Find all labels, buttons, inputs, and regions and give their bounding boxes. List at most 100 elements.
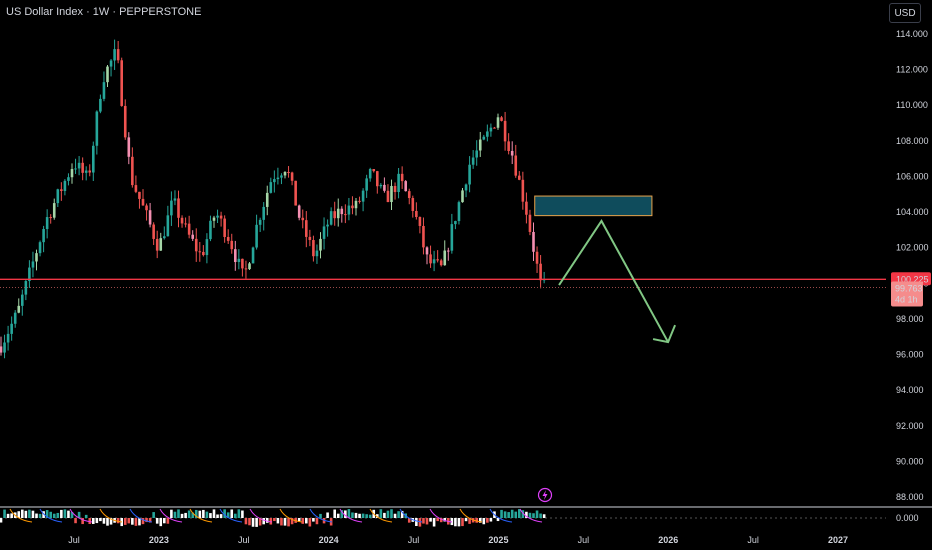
- candle: [329, 207, 333, 226]
- indicator-bar: [209, 513, 212, 518]
- indicator-bar: [290, 518, 294, 525]
- candle: [244, 260, 248, 279]
- candle: [525, 192, 528, 224]
- candle: [241, 258, 244, 277]
- indicator-bar: [155, 518, 159, 524]
- indicator-bar: [535, 510, 539, 518]
- time-tick-label: Jul: [68, 535, 80, 545]
- indicator-bar: [510, 509, 514, 518]
- candle: [415, 202, 418, 220]
- candle: [514, 144, 518, 178]
- candle: [305, 211, 308, 248]
- price-tick-label: 96.000: [896, 350, 924, 360]
- candle: [400, 166, 404, 189]
- price-tick-label: 102.000: [896, 243, 929, 253]
- time-tick-label: 2026: [658, 535, 678, 545]
- candle: [308, 229, 312, 247]
- candle: [457, 200, 461, 225]
- indicator-bar: [283, 518, 287, 526]
- candle: [148, 202, 152, 228]
- indicator-bar: [514, 511, 518, 518]
- currency-button[interactable]: USD: [889, 3, 921, 23]
- indicator-bar: [400, 510, 404, 518]
- indicator-curve: [309, 508, 333, 523]
- indicator-bar: [262, 518, 265, 525]
- indicator-bar: [528, 512, 532, 518]
- candle: [280, 173, 283, 185]
- candle: [347, 197, 351, 221]
- candle: [326, 219, 329, 237]
- indicator-bar: [351, 512, 354, 518]
- indicator-pane[interactable]: 0.000: [0, 487, 932, 527]
- indicator-bar: [49, 511, 52, 518]
- price-tick-label: 94.000: [896, 385, 924, 395]
- indicator-curve: [369, 508, 393, 523]
- candle: [127, 132, 131, 165]
- candle: [194, 228, 198, 262]
- indicator-bar: [145, 518, 148, 523]
- indicator-curve: [99, 508, 123, 523]
- indicator-bar: [273, 518, 276, 522]
- candle: [81, 157, 84, 181]
- candle: [77, 156, 81, 176]
- candle: [521, 171, 525, 210]
- indicator-bar: [244, 518, 248, 525]
- indicator-bar: [422, 518, 425, 524]
- indicator-bar: [486, 518, 489, 523]
- indicator-curve: [279, 508, 303, 523]
- bar-countdown: 4d 1h: [895, 295, 918, 305]
- indicator-bar: [287, 518, 290, 527]
- indicator-bar: [134, 518, 138, 526]
- indicator-curve: [159, 508, 183, 523]
- indicator-bar: [336, 513, 340, 518]
- candle: [212, 215, 216, 228]
- indicator-bar: [187, 510, 191, 518]
- indicator-bar: [21, 509, 24, 518]
- candle: [145, 203, 148, 221]
- candle: [493, 126, 496, 129]
- candle: [312, 235, 315, 262]
- candle: [60, 182, 63, 201]
- candle: [439, 258, 443, 267]
- time-axis[interactable]: Jul 2023 Jul 2024 Jul 2025 Jul 2026 Jul 2027: [68, 535, 848, 545]
- candle: [489, 123, 493, 137]
- candle: [0, 336, 3, 356]
- candle: [24, 279, 28, 301]
- candle: [447, 247, 450, 261]
- candle: [265, 185, 269, 216]
- indicator-bar: [138, 518, 141, 526]
- candle: [123, 99, 127, 140]
- candle: [70, 163, 74, 184]
- indicator-bar: [542, 514, 546, 518]
- indicator-bar: [496, 518, 500, 522]
- candle: [297, 204, 301, 221]
- candle: [138, 191, 141, 209]
- indicator-bar: [386, 510, 390, 518]
- candle: [113, 39, 116, 70]
- supply-zone-box[interactable]: [534, 195, 653, 217]
- candle: [390, 179, 393, 211]
- indicator-bar: [368, 514, 372, 518]
- indicator-bar: [532, 513, 535, 518]
- indicator-bar: [31, 510, 35, 518]
- indicator-bar: [482, 518, 486, 525]
- candle: [209, 215, 212, 242]
- projection-path[interactable]: [558, 219, 669, 343]
- time-tick-label: 2027: [828, 535, 848, 545]
- candle: [120, 57, 123, 107]
- price-axis[interactable]: 114.000 112.000 110.000 108.000 106.000 104.0…: [896, 29, 929, 502]
- candle: [173, 190, 177, 206]
- candle: [56, 188, 60, 207]
- indicator-bar: [237, 509, 241, 518]
- indicator-bar: [500, 509, 503, 518]
- indicator-bar: [74, 518, 77, 524]
- lightning-icon[interactable]: [537, 487, 553, 503]
- indicator-bar: [478, 518, 482, 523]
- indicator-bar: [56, 512, 60, 518]
- indicator-bar: [148, 518, 152, 523]
- indicator-bar: [67, 510, 70, 518]
- candle: [539, 255, 542, 289]
- candle: [454, 220, 457, 230]
- candle: [315, 244, 319, 264]
